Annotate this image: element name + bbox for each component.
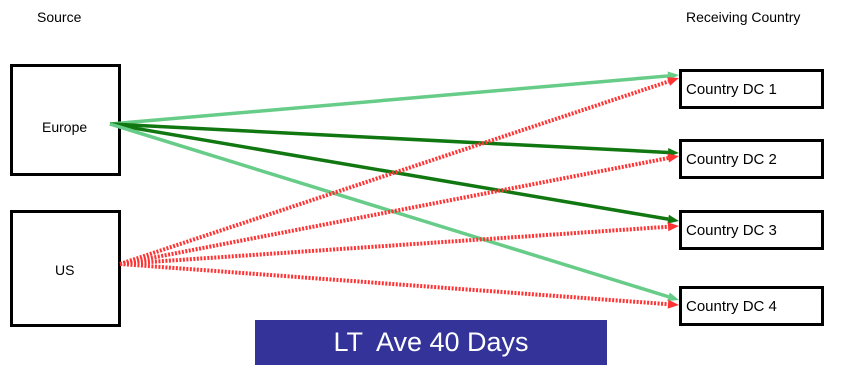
destination-dc-3: Country DC 3 [679,210,824,250]
arrowhead-us-to-dc2 [667,153,679,163]
flow-line-us-to-dc1 [119,79,670,266]
flow-arrow-us-to-dc4 [119,262,679,309]
source-label-europe: Europe [42,119,88,135]
source-box-us [10,210,121,327]
flow-line-europe-to-dc3 [109,122,669,221]
arrowhead-us-to-dc3 [667,222,679,232]
receiving-country-header: Receiving Country [686,9,801,25]
flow-line-europe-to-dc1 [109,74,669,126]
destination-dc-4: Country DC 4 [679,286,824,326]
source-label-us: US [55,262,75,278]
arrowhead-us-to-dc4 [667,299,679,309]
arrowhead-europe-to-dc3 [667,214,679,224]
destination-label-dc-3: Country DC 3 [686,221,777,239]
flow-line-us-to-dc4 [119,262,669,307]
flow-arrow-us-to-dc2 [119,153,679,266]
destination-dc-2: Country DC 2 [679,139,824,179]
arrowhead-us-to-dc1 [667,77,679,86]
flow-line-europe-to-dc2 [109,122,669,155]
destination-label-dc-1: Country DC 1 [686,80,777,98]
flow-arrow-us-to-dc3 [119,222,679,266]
destination-label-dc-4: Country DC 4 [686,297,777,315]
destination-dc-1: Country DC 1 [679,69,824,109]
flow-arrow-europe-to-dc1 [109,71,679,126]
source-header: Source [37,9,82,25]
lead-time-banner: LT Ave 40 Days [255,320,607,365]
arrowhead-europe-to-dc4 [667,292,679,302]
flow-arrow-europe-to-dc3 [109,122,679,224]
source-box-europe [10,64,121,176]
flow-arrow-europe-to-dc4 [109,122,679,302]
flow-line-us-to-dc3 [119,224,669,266]
flow-arrow-us-to-dc1 [119,77,679,266]
destination-label-dc-2: Country DC 2 [686,150,777,168]
